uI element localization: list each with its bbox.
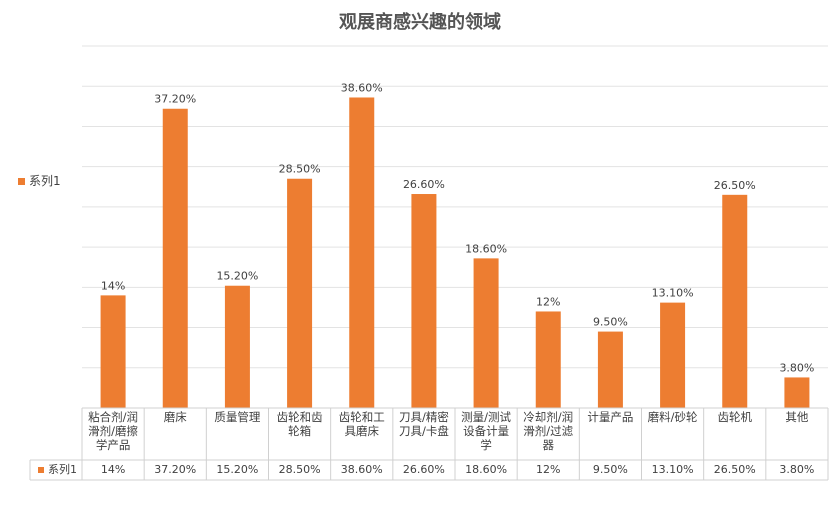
bar — [411, 194, 437, 408]
data-label: 26.50% — [714, 179, 756, 192]
data-table-swatch — [38, 467, 44, 473]
data-label: 37.20% — [154, 93, 196, 106]
data-label: 26.60% — [403, 178, 445, 191]
bar — [722, 194, 748, 408]
data-table-value: 26.60% — [402, 463, 445, 476]
category-label: 磨床 — [163, 410, 187, 424]
bar — [784, 377, 810, 408]
category-label: 其他 — [785, 410, 809, 424]
data-table-value: 3.80% — [779, 463, 815, 476]
data-table-value: 12% — [536, 463, 561, 476]
category-label: 测量/测试设备计量学 — [461, 410, 512, 452]
data-table-value: 14% — [100, 463, 126, 476]
data-table-series-key: 系列1 — [30, 460, 82, 480]
data-table-value: 18.60% — [465, 463, 508, 476]
category-label: 计量产品 — [587, 410, 634, 424]
chart-title: 观展商感兴趣的领域 — [339, 12, 501, 33]
data-table-value: 15.20% — [216, 463, 259, 476]
bar — [100, 295, 126, 408]
legend-label: 系列1 — [29, 174, 61, 188]
data-table-value: 26.50% — [713, 463, 756, 476]
data-label: 3.80% — [779, 361, 814, 374]
category-label: 齿轮和齿轮箱 — [276, 410, 323, 438]
bar — [660, 302, 686, 408]
category-label: 磨料/砂轮 — [647, 410, 698, 424]
data-table-value: 37.20% — [154, 463, 197, 476]
bar — [287, 178, 313, 408]
data-table-value: 38.60% — [340, 463, 383, 476]
bar — [473, 258, 499, 408]
category-label: 齿轮机 — [717, 410, 752, 424]
bar — [349, 97, 375, 409]
category-label: 齿轮和工具磨床 — [338, 410, 385, 438]
data-table-value: 28.50% — [278, 463, 321, 476]
bar — [224, 285, 250, 408]
data-label: 18.60% — [465, 242, 507, 255]
data-label: 13.10% — [652, 287, 694, 300]
data-label: 15.20% — [216, 270, 258, 283]
bar — [162, 108, 188, 408]
data-table-value: 13.10% — [651, 463, 694, 476]
category-label: 冷却剂/润滑剂/过滤器 — [523, 410, 574, 452]
data-table-series-name: 系列1 — [48, 463, 77, 476]
chart-legend: 系列1 — [18, 172, 61, 189]
data-label: 38.60% — [341, 81, 383, 94]
legend-swatch — [18, 178, 25, 185]
category-label: 粘合剂/润滑剂/磨擦学产品 — [88, 410, 139, 452]
data-label: 12% — [536, 295, 560, 308]
category-label: 质量管理 — [214, 410, 261, 424]
data-label: 9.50% — [593, 316, 628, 329]
data-label: 14% — [101, 279, 125, 292]
data-label: 28.50% — [279, 163, 321, 176]
category-label: 刀具/精密刀具/卡盘 — [398, 410, 449, 438]
bar — [597, 331, 623, 408]
bar — [535, 311, 561, 408]
data-table-value: 9.50% — [592, 463, 628, 476]
